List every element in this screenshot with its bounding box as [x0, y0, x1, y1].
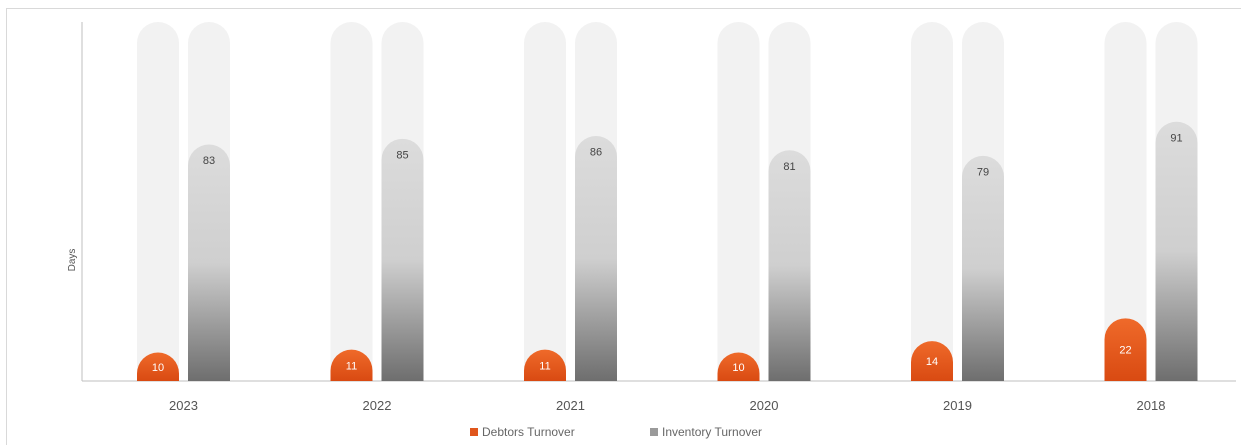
bar-track-debtors-turnover-2021: [524, 22, 566, 381]
data-label-inventory-turnover-2019: 79: [977, 166, 989, 178]
legend-swatch-debtors-turnover: [470, 428, 478, 436]
legend: Debtors Turnover Inventory Turnover: [470, 425, 762, 439]
bar-debtors-turnover-2020: [717, 352, 760, 381]
bar-debtors-turnover-2018: [1104, 318, 1147, 381]
bar-inventory-turnover-2023: [188, 144, 230, 381]
bar-inventory-turnover-2022: [381, 138, 424, 381]
data-label-inventory-turnover-2022: 85: [396, 149, 408, 161]
bar-inventory-turnover-2018: [1155, 121, 1198, 381]
data-label-debtors-turnover-2022: 11: [346, 360, 357, 372]
x-tick-label-2021: 2021: [556, 398, 585, 413]
legend-swatch-inventory-turnover: [650, 428, 658, 436]
data-label-inventory-turnover-2023: 83: [203, 155, 215, 167]
data-label-inventory-turnover-2021: 86: [590, 147, 602, 159]
data-label-debtors-turnover-2021: 11: [539, 360, 550, 372]
x-tick-label-2020: 2020: [750, 398, 779, 413]
bar-debtors-turnover-2019: [911, 341, 953, 381]
bar-track-debtors-turnover-2019: [911, 22, 953, 381]
data-label-inventory-turnover-2020: 81: [783, 161, 795, 173]
data-label-debtors-turnover-2023: 10: [152, 362, 164, 374]
x-tick-label-2018: 2018: [1137, 398, 1166, 413]
bar-debtors-turnover-2023: [137, 352, 179, 381]
bar-debtors-turnover-2022: [330, 349, 373, 381]
bar-track-debtors-turnover-2020: [717, 22, 760, 382]
x-tick-label-2019: 2019: [943, 398, 972, 413]
bar-inventory-turnover-2020: [768, 150, 811, 381]
data-label-inventory-turnover-2018: 91: [1170, 132, 1182, 144]
legend-label-inventory-turnover: Inventory Turnover: [662, 425, 762, 439]
bar-debtors-turnover-2021: [524, 349, 566, 381]
data-label-debtors-turnover-2019: 14: [926, 356, 938, 368]
x-tick-label-2023: 2023: [169, 398, 198, 413]
legend-label-debtors-turnover: Debtors Turnover: [482, 425, 575, 439]
bar-track-debtors-turnover-2018: [1104, 22, 1147, 382]
chart-frame: [6, 8, 1241, 445]
bar-track-debtors-turnover-2022: [330, 22, 373, 382]
bar-track-debtors-turnover-2023: [137, 22, 179, 381]
y-axis-label: Days: [67, 249, 78, 272]
data-label-debtors-turnover-2018: 22: [1119, 345, 1131, 357]
x-tick-label-2022: 2022: [363, 398, 392, 413]
data-label-debtors-turnover-2020: 10: [732, 362, 744, 374]
bar-inventory-turnover-2021: [575, 135, 617, 381]
bar-inventory-turnover-2019: [962, 155, 1004, 381]
